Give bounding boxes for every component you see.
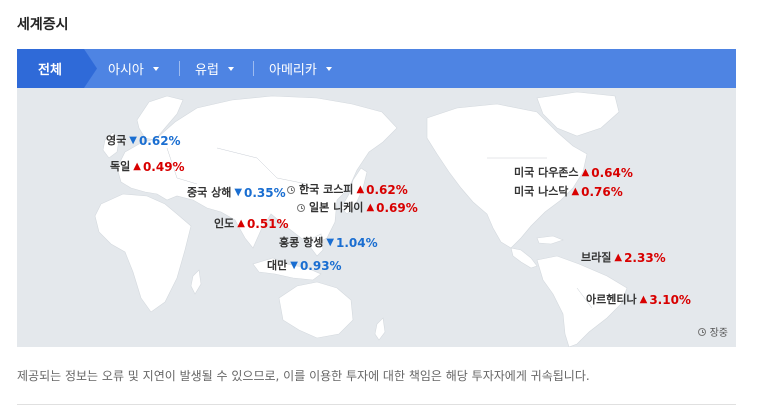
page-title: 세계증시 — [17, 17, 69, 33]
market-dow[interactable]: 미국 다우존스 ▲ 0.64% — [514, 166, 633, 180]
market-name: 아르헨티나 — [586, 293, 637, 306]
legend-label: 장중 — [709, 328, 728, 339]
land-eurasia — [116, 95, 398, 249]
market-change: 0.62% — [366, 183, 408, 197]
market-name: 중국 상해 — [187, 186, 232, 199]
market-change: 0.49% — [142, 160, 185, 174]
market-name: 한국 코스피 — [299, 183, 354, 196]
market-name: 홍콩 항셍 — [279, 236, 324, 249]
market-name: 일본 니케이 — [309, 201, 364, 214]
border-line — [216, 147, 308, 185]
tab-asia[interactable]: 아시아 — [108, 49, 159, 88]
market-shanghai[interactable]: 중국 상해 ▼ 0.35% — [187, 186, 286, 200]
clock-icon — [697, 327, 706, 336]
market-name: 브라질 — [581, 251, 612, 264]
down-arrow-icon: ▼ — [326, 237, 335, 248]
chevron-down-icon — [325, 66, 332, 71]
up-arrow-icon: ▲ — [356, 184, 365, 195]
land-australia — [278, 281, 354, 339]
market-change: 0.62% — [138, 134, 181, 148]
disclaimer-text: 제공되는 정보는 오류 및 지연이 발생될 수 있으므로, 이를 이용한 투자에… — [17, 369, 590, 383]
market-name: 미국 나스닥 — [514, 185, 569, 198]
market-nasdaq[interactable]: 미국 나스닥 ▲ 0.76% — [514, 185, 623, 199]
market-change: 0.93% — [299, 259, 342, 273]
world-map-graphic — [94, 91, 628, 347]
land-north-america — [426, 103, 588, 249]
market-name: 미국 다우존스 — [514, 166, 579, 179]
land-central-america — [510, 247, 538, 269]
market-taiwan[interactable]: 대만 ▼ 0.93% — [267, 259, 342, 273]
tab-europe-label: 유럽 — [195, 63, 219, 78]
market-germany[interactable]: 독일 ▲ 0.49% — [110, 160, 185, 174]
border-line — [166, 147, 198, 185]
market-hangseng[interactable]: 홍콩 항셍 ▼ 1.04% — [279, 236, 378, 250]
market-change: 0.76% — [581, 185, 623, 199]
land-madagascar — [190, 269, 202, 295]
up-arrow-icon: ▲ — [133, 161, 141, 172]
tab-americas-label: 아메리카 — [269, 63, 317, 78]
tab-divider — [253, 61, 254, 76]
market-kospi[interactable]: 한국 코스피 ▲ 0.62% — [287, 183, 408, 197]
world-market-map: 영국 ▼ 0.62% 독일 ▲ 0.49% 중국 상해 ▼ 0.35% 한국 코… — [17, 88, 736, 347]
divider — [17, 404, 736, 405]
land-uk — [102, 131, 120, 159]
land-greenland — [536, 91, 620, 137]
land-south-america — [536, 255, 628, 347]
region-tab-bar: 전체 아시아 유럽 아메리카 — [17, 49, 736, 88]
land-scandinavia — [136, 95, 184, 141]
tab-all[interactable]: 전체 — [17, 49, 97, 88]
up-arrow-icon: ▲ — [237, 218, 245, 229]
market-change: 0.69% — [376, 201, 418, 215]
chevron-down-icon — [152, 66, 159, 71]
up-arrow-icon: ▲ — [366, 202, 375, 213]
tab-asia-label: 아시아 — [108, 63, 144, 78]
market-name: 대만 — [267, 259, 288, 272]
tab-divider — [179, 61, 180, 76]
chevron-down-icon — [227, 66, 234, 71]
market-change: 1.04% — [336, 236, 378, 250]
market-change: 0.64% — [591, 166, 633, 180]
market-name: 영국 — [106, 134, 127, 147]
down-arrow-icon: ▼ — [290, 260, 298, 271]
market-name: 독일 — [110, 160, 131, 173]
market-india[interactable]: 인도 ▲ 0.51% — [214, 217, 289, 231]
market-argentina[interactable]: 아르헨티나 ▲ 3.10% — [586, 293, 691, 307]
down-arrow-icon: ▼ — [129, 135, 137, 146]
land-philippines — [310, 233, 324, 257]
closed-legend: 장중 — [697, 324, 728, 339]
up-arrow-icon: ▲ — [639, 294, 648, 305]
clock-icon — [287, 186, 295, 194]
down-arrow-icon: ▼ — [234, 187, 243, 198]
tab-americas[interactable]: 아메리카 — [269, 49, 332, 88]
market-change: 2.33% — [624, 251, 666, 265]
market-brazil[interactable]: 브라질 ▲ 2.33% — [581, 251, 666, 265]
up-arrow-icon: ▲ — [571, 186, 580, 197]
market-nikkei[interactable]: 일본 니케이 ▲ 0.69% — [297, 201, 418, 215]
market-uk[interactable]: 영국 ▼ 0.62% — [106, 134, 181, 148]
up-arrow-icon: ▲ — [614, 252, 623, 263]
market-change: 0.51% — [246, 217, 289, 231]
market-name: 인도 — [214, 217, 235, 230]
up-arrow-icon: ▲ — [581, 167, 590, 178]
clock-icon — [297, 204, 305, 212]
land-japan — [340, 167, 368, 215]
land-indonesia — [252, 257, 322, 281]
market-change: 3.10% — [649, 293, 691, 307]
border-line — [576, 287, 593, 309]
market-change: 0.35% — [244, 186, 286, 200]
land-africa — [94, 193, 192, 313]
land-caribbean — [536, 235, 564, 245]
tab-europe[interactable]: 유럽 — [195, 49, 234, 88]
land-new-zealand — [374, 317, 386, 341]
